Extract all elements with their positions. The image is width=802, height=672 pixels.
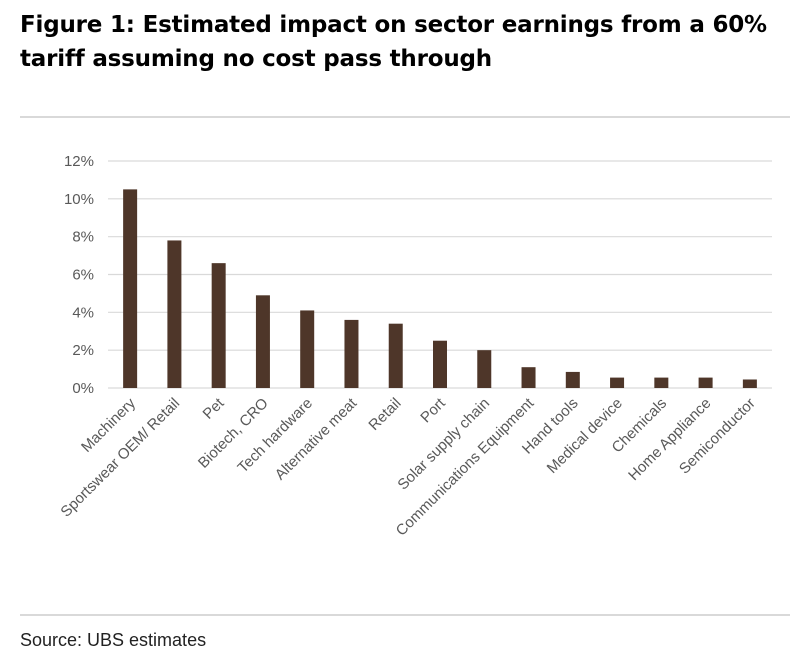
figure-title: Figure 1: Estimated impact on sector ear… [20, 12, 767, 72]
bar [344, 319, 359, 388]
source-note: Source: UBS estimates [20, 630, 207, 650]
y-tick-label: 12% [64, 153, 94, 170]
x-tick-label: Retail [365, 395, 404, 434]
bar [123, 189, 138, 388]
bar [698, 377, 713, 388]
bar [388, 323, 403, 388]
x-tick-label: Pet [200, 394, 229, 423]
x-tick-label: Alternative meat [272, 394, 361, 483]
y-tick-label: 8% [72, 229, 94, 246]
y-tick-label: 6% [72, 267, 94, 284]
y-axis-ticks: 0% 2% 4% 6% 8% 10% 12% [64, 153, 94, 397]
bar [565, 371, 580, 388]
bar [654, 377, 669, 388]
bar [255, 295, 270, 388]
y-tick-label: 2% [72, 342, 94, 359]
x-tick-label: Semiconductor [676, 395, 759, 478]
bar [300, 310, 315, 388]
bar [742, 379, 757, 388]
bar [433, 340, 447, 388]
y-tick-label: 4% [72, 304, 94, 321]
bar [521, 367, 536, 388]
bar [167, 240, 182, 388]
y-tick-label: 10% [64, 191, 94, 208]
bottom-divider [20, 614, 790, 616]
bar [610, 377, 625, 388]
bar [211, 263, 226, 388]
bars [123, 189, 757, 388]
top-divider [20, 116, 790, 118]
bar [477, 350, 492, 388]
y-tick-label: 0% [72, 380, 94, 397]
x-tick-label: Port [417, 394, 449, 426]
